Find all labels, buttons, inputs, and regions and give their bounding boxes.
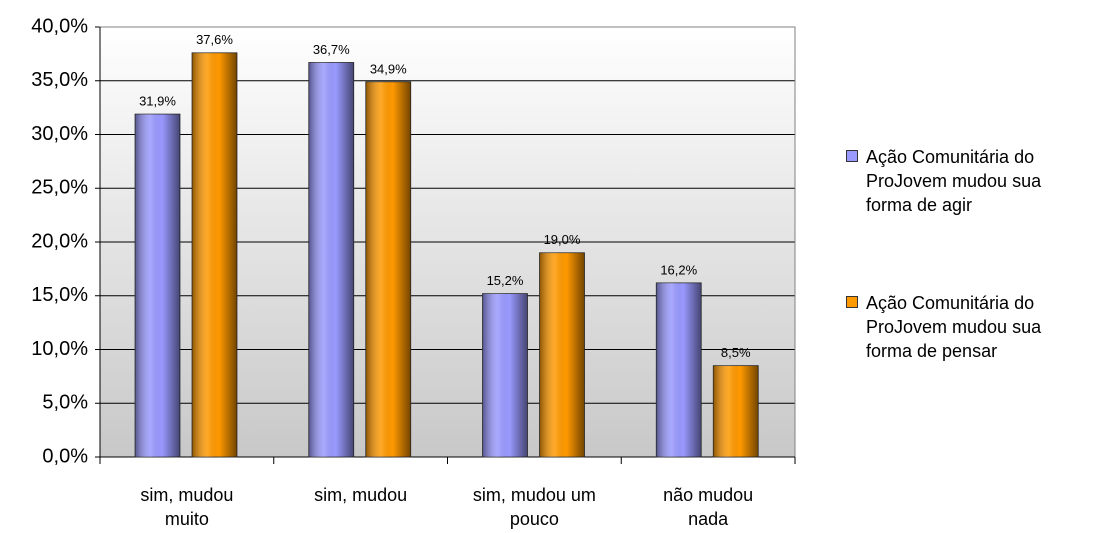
data-label: 34,9% — [370, 61, 407, 76]
y-tick-label: 5,0% — [42, 392, 88, 414]
data-label: 36,7% — [313, 42, 350, 57]
legend-label: Ação Comunitária do ProJovem mudou sua f… — [866, 293, 1042, 361]
x-tick-label: não mudou nada — [663, 485, 754, 529]
x-tick-label: sim, mudou um pouco — [472, 485, 596, 529]
bar-shade — [308, 62, 354, 457]
data-label: 15,2% — [487, 273, 524, 288]
bar-shade — [539, 252, 585, 457]
y-tick-label: 10,0% — [31, 338, 88, 360]
y-tick-label: 25,0% — [31, 177, 88, 199]
y-tick-label: 30,0% — [31, 123, 88, 145]
x-tick-label: sim, mudou — [314, 485, 408, 505]
y-tick-label: 40,0% — [31, 15, 88, 37]
legend-swatch — [846, 150, 858, 162]
bar-shade — [482, 293, 528, 457]
y-tick-label: 20,0% — [31, 230, 88, 252]
data-label: 37,6% — [196, 32, 233, 47]
data-label: 16,2% — [660, 262, 697, 277]
bar-shade — [135, 114, 180, 457]
y-tick-label: 0,0% — [42, 445, 88, 467]
legend-label: Ação Comunitária do ProJovem mudou sua f… — [866, 147, 1042, 215]
bar-shade — [656, 282, 702, 457]
data-label: 8,5% — [721, 345, 751, 360]
y-tick-label: 15,0% — [31, 284, 88, 306]
bar-shade — [365, 81, 411, 457]
y-tick-label: 35,0% — [31, 69, 88, 91]
data-label: 31,9% — [139, 94, 176, 109]
bar-shade — [192, 52, 237, 458]
legend-swatch — [846, 296, 858, 308]
x-tick-label: sim, mudou muito — [140, 485, 234, 529]
bar-shade — [713, 365, 759, 457]
data-label: 19,0% — [544, 232, 581, 247]
